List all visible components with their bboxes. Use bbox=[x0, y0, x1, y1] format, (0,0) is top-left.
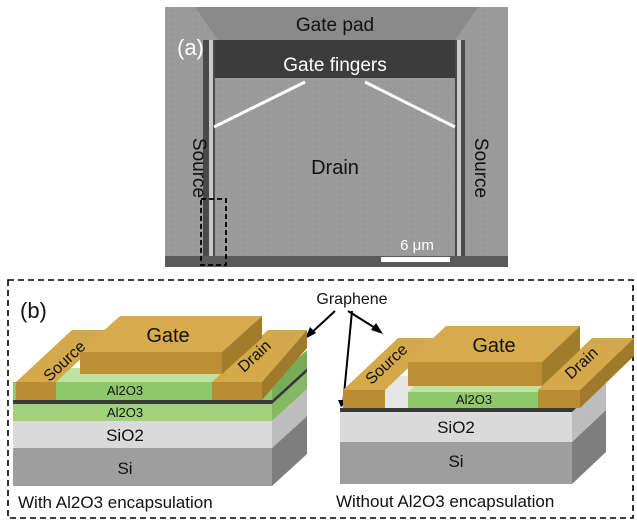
source-left-top bbox=[16, 330, 112, 382]
gate-bar-dark bbox=[215, 40, 455, 78]
graphene-arrowhead-left bbox=[305, 327, 316, 339]
gate-pad-label: Gate pad bbox=[296, 15, 374, 36]
source-right-label: Source bbox=[470, 138, 491, 198]
drain-right-top bbox=[538, 338, 634, 390]
si-left-front bbox=[13, 448, 272, 486]
si-right-text: Si bbox=[448, 452, 463, 471]
gate-fingers-pointer-right bbox=[364, 80, 456, 129]
panel-b-label: (b) bbox=[20, 298, 47, 323]
sio2-left-front bbox=[13, 421, 272, 448]
gate-finger-right bbox=[457, 40, 461, 265]
gate-pad-area bbox=[195, 7, 478, 40]
drain-label: Drain bbox=[311, 157, 359, 179]
si-right-side bbox=[572, 410, 606, 484]
source-right-front bbox=[343, 390, 385, 408]
gate-left-top bbox=[80, 316, 262, 352]
sem-bottom-strip bbox=[165, 256, 508, 267]
panel-a-label: (a) bbox=[177, 35, 204, 60]
source-left-front bbox=[16, 382, 56, 400]
zoom-region-box bbox=[200, 198, 227, 266]
sio2-left-side bbox=[272, 389, 307, 448]
drain-left-side bbox=[262, 330, 307, 400]
drain-left-top bbox=[212, 330, 307, 382]
caption-left: With Al2O3 encapsulation bbox=[18, 493, 213, 512]
al2o3-top-left-side bbox=[272, 350, 307, 400]
source-left-label: Source bbox=[188, 138, 209, 198]
caption-right: Without Al2O3 encapsulation bbox=[336, 492, 554, 511]
gate-finger-left bbox=[209, 40, 213, 265]
gate-fingers-pointer-left bbox=[213, 80, 306, 129]
si-left-text: Si bbox=[117, 459, 132, 478]
stack-right: Source Gate Drain Al2O3 SiO2 Si Without … bbox=[336, 326, 634, 511]
scale-bar-label: 6 μm bbox=[400, 237, 434, 254]
scale-bar bbox=[381, 257, 450, 262]
al2o3-top-left-text: Al2O3 bbox=[107, 383, 143, 398]
panel-b: (b) Graphene bbox=[7, 279, 634, 519]
gate-right-text: Gate bbox=[472, 335, 515, 357]
al2o3-bottom-left-side bbox=[272, 372, 307, 421]
source-right-top bbox=[343, 338, 440, 390]
al2o3-right-front bbox=[408, 392, 540, 408]
graphene-arrowhead-right bbox=[371, 323, 383, 334]
al2o3-bottom-left-front bbox=[13, 404, 272, 421]
al2o3-bottom-left-text: Al2O3 bbox=[107, 405, 143, 420]
gate-right-top bbox=[408, 326, 580, 362]
al2o3-top-left-front bbox=[13, 382, 272, 400]
sio2-right-side bbox=[572, 380, 606, 442]
gate-left-text: Gate bbox=[146, 325, 189, 347]
sio2-right-front bbox=[340, 412, 572, 442]
gate-right-front bbox=[408, 362, 542, 386]
drain-left-front bbox=[212, 382, 262, 400]
gate-left-front bbox=[80, 352, 222, 374]
drain-right-front bbox=[538, 390, 580, 408]
sio2-left-text: SiO2 bbox=[106, 426, 144, 445]
stack-left: Source Gate Drain Al2O3 Al2O3 SiO2 Si Wi… bbox=[13, 316, 307, 512]
graphene-label: Graphene bbox=[316, 291, 387, 308]
si-right-front bbox=[340, 442, 572, 484]
sio2-right-text: SiO2 bbox=[437, 418, 475, 437]
al2o3-right-text: Al2O3 bbox=[456, 392, 492, 407]
gate-left-side bbox=[222, 316, 262, 374]
si-left-side bbox=[272, 416, 307, 486]
drain-right-side bbox=[580, 338, 634, 408]
gate-right-side bbox=[542, 326, 580, 386]
panel-a: (a) Gate pad Gate fingers Source Source … bbox=[165, 7, 508, 267]
graphene-right bbox=[340, 376, 606, 412]
gate-fingers-label: Gate fingers bbox=[283, 55, 387, 76]
graphene-left bbox=[13, 368, 307, 404]
panel-b-frame bbox=[7, 279, 634, 519]
